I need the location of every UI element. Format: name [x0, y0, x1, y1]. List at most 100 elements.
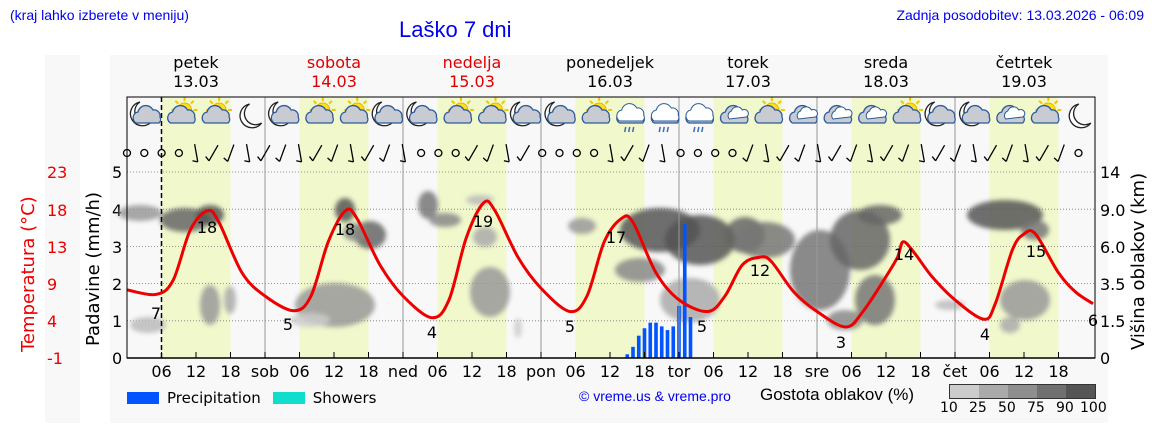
- x-tick-label: 18: [496, 362, 516, 381]
- wind-barbs-row: [122, 144, 1083, 163]
- sun-cloud-icon: [1030, 97, 1062, 124]
- day-label-tue: torek 17.03: [725, 53, 771, 91]
- sun-cloud-icon: [339, 97, 371, 124]
- moon-cloud-icon: [958, 101, 991, 127]
- svg-text:4: 4: [980, 325, 990, 344]
- x-tick-label: 12: [1014, 362, 1034, 381]
- temperature-line: [126, 199, 1094, 329]
- svg-text:5: 5: [565, 317, 575, 336]
- temp-axis-panel: [45, 55, 80, 423]
- temp-tick: 23: [47, 163, 68, 182]
- svg-text:18: 18: [197, 218, 217, 237]
- cloud-height-tick: 3.5: [1100, 275, 1126, 294]
- x-tick-label: 12: [600, 362, 620, 381]
- cloud-icon: [788, 104, 818, 124]
- cloud-height-tick: 14: [1100, 163, 1121, 182]
- svg-text:6: 6: [1088, 311, 1098, 330]
- day-separators: [264, 97, 956, 358]
- showers-label: Showers: [312, 389, 377, 407]
- x-tick-label: 06: [427, 362, 447, 381]
- x-tick-label: 06: [565, 362, 585, 381]
- cloud-icon: [719, 104, 749, 124]
- sun-cloud-icon: [167, 97, 198, 124]
- precip-tick: 5: [112, 163, 123, 182]
- x-tick-label: čet: [943, 362, 968, 381]
- cloud-density-layer: [118, 191, 1050, 338]
- cloud-height-tick: 1.5: [1100, 312, 1126, 331]
- precip-tick: 4: [112, 201, 123, 220]
- precip-tick: 0: [112, 349, 123, 368]
- svg-text:18: 18: [335, 220, 355, 239]
- x-tick-label: tor: [668, 362, 691, 381]
- rain-cloud-icon: [616, 103, 645, 133]
- sun-cloud-icon: [754, 97, 785, 124]
- cloud-icon: [823, 104, 853, 124]
- day-label-mon: ponedeljek 16.03: [566, 53, 654, 91]
- copyright-link[interactable]: © vreme.us & vreme.pro: [579, 388, 731, 404]
- density-swatch: [1037, 385, 1066, 398]
- day-label-thu: četrtek 19.03: [995, 53, 1053, 91]
- moon-icon: [1068, 103, 1092, 129]
- x-tick-label: 18: [358, 362, 378, 381]
- cloud-density-scale: [949, 384, 1096, 399]
- density-swatch: [979, 385, 1008, 398]
- weather-icons-row: [129, 97, 1092, 133]
- sun-cloud-icon: [581, 97, 613, 124]
- moon-cloud-icon: [544, 101, 576, 127]
- temperature-labels: 7 18 5 18 4 19 5 17 5 12 3 14 4 15 6: [151, 212, 1098, 352]
- cloud-icon: [858, 104, 888, 124]
- temp-tick: 9: [47, 275, 58, 294]
- x-tick-label: sob: [251, 362, 279, 381]
- x-tick-label: 18: [634, 362, 654, 381]
- x-tick-label: 12: [462, 362, 482, 381]
- cloud-height-tick: 0: [1100, 349, 1111, 368]
- last-update: Zadnja posodobitev: 13.03.2026 - 06:09: [896, 7, 1144, 23]
- svg-text:5: 5: [697, 317, 707, 336]
- showers-swatch: [272, 392, 305, 404]
- cloud-icon: [996, 104, 1026, 124]
- rain-cloud-icon: [685, 103, 714, 133]
- moon-cloud-icon: [509, 101, 542, 127]
- temp-tick: -1: [47, 349, 63, 368]
- svg-text:15: 15: [1026, 242, 1046, 261]
- day-label-fri: petek 13.03: [173, 53, 219, 91]
- sun-cloud-icon: [892, 97, 924, 124]
- x-tick-label: sre: [805, 362, 829, 381]
- svg-text:7: 7: [151, 304, 161, 323]
- density-swatch: [1066, 385, 1095, 398]
- svg-text:5: 5: [283, 315, 293, 334]
- svg-text:12: 12: [750, 261, 770, 280]
- x-tick-label: 12: [324, 362, 344, 381]
- sun-cloud-icon: [443, 97, 474, 124]
- x-tick-label: 18: [1048, 362, 1068, 381]
- svg-text:14: 14: [894, 245, 914, 264]
- moon-cloud-icon: [924, 101, 956, 127]
- x-tick-label: 06: [841, 362, 861, 381]
- cloud-height-tick: 9.0: [1100, 201, 1126, 220]
- density-swatch: [1008, 385, 1037, 398]
- moon-icon: [239, 103, 263, 129]
- svg-text:4: 4: [427, 323, 437, 342]
- day-label-sun: nedelja 15.03: [442, 53, 502, 91]
- temp-tick: 13: [47, 238, 68, 257]
- cloud-height-tick: 6.0: [1100, 238, 1126, 257]
- svg-text:3: 3: [836, 333, 846, 352]
- sun-cloud-icon: [305, 97, 336, 124]
- location-menu-hint[interactable]: (kraj lahko izberete v meniju): [10, 7, 189, 23]
- x-tick-label: 06: [289, 362, 309, 381]
- x-tick-label: 18: [772, 362, 792, 381]
- svg-text:19: 19: [473, 212, 493, 231]
- legend-precipitation: Precipitation Showers: [127, 389, 376, 407]
- temp-tick: 4: [47, 312, 58, 331]
- precip-tick: 3: [112, 238, 123, 257]
- x-tick-label: 12: [738, 362, 758, 381]
- temp-tick: 18: [47, 201, 68, 220]
- sun-cloud-icon: [201, 97, 233, 124]
- x-tick-label: pon: [526, 362, 556, 381]
- moon-cloud-icon: [371, 101, 404, 127]
- x-tick-label: 06: [151, 362, 171, 381]
- x-tick-label: 12: [186, 362, 206, 381]
- gridlines: [127, 171, 1095, 322]
- x-tick-label: ned: [388, 362, 418, 381]
- moon-cloud-icon: [267, 101, 300, 127]
